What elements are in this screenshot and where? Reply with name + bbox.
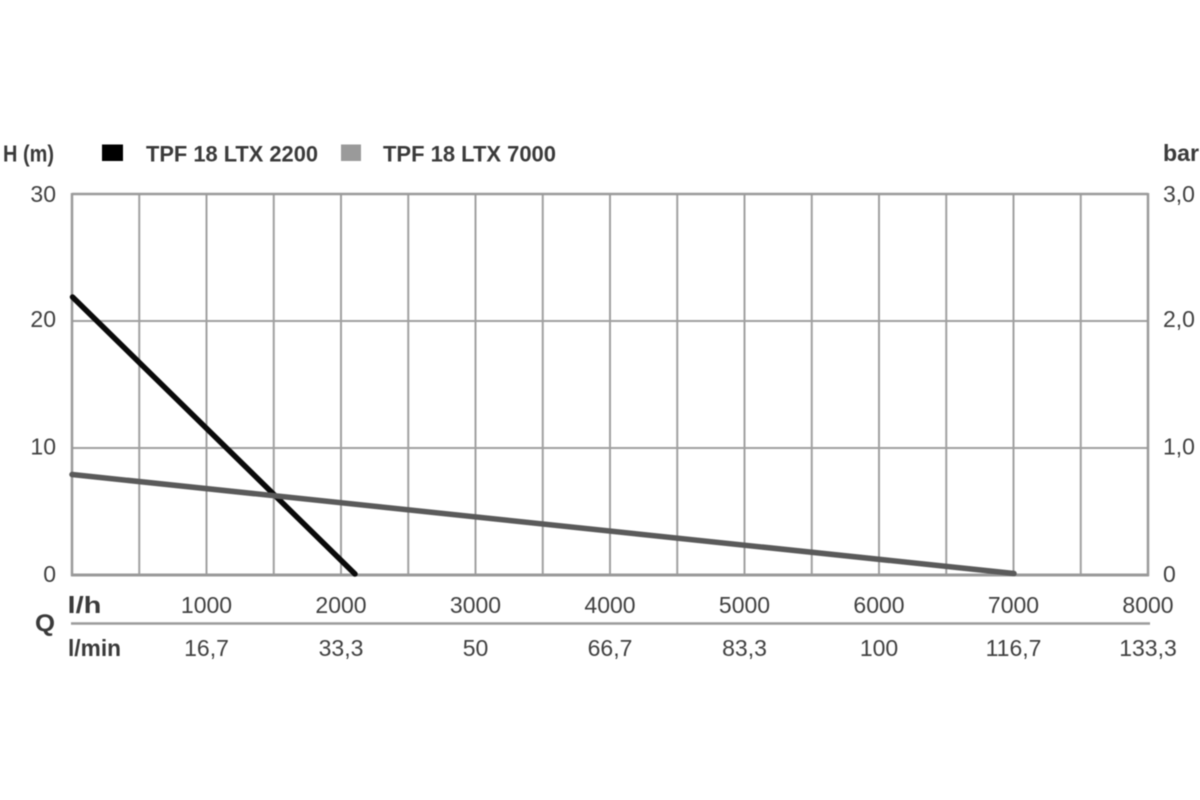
svg-text:116,7: 116,7 bbox=[986, 635, 1042, 661]
svg-text:l/h: l/h bbox=[68, 592, 102, 618]
svg-text:l/min: l/min bbox=[68, 635, 121, 661]
svg-text:30: 30 bbox=[30, 181, 56, 207]
svg-text:3,0: 3,0 bbox=[1163, 181, 1195, 207]
svg-text:83,3: 83,3 bbox=[722, 635, 767, 661]
svg-text:8000: 8000 bbox=[1122, 592, 1173, 618]
svg-text:1000: 1000 bbox=[181, 592, 232, 618]
svg-text:2000: 2000 bbox=[315, 592, 366, 618]
svg-text:3000: 3000 bbox=[450, 592, 501, 618]
svg-text:TPF 18 LTX 7000: TPF 18 LTX 7000 bbox=[383, 142, 556, 167]
svg-text:100: 100 bbox=[860, 635, 898, 661]
svg-text:1,0: 1,0 bbox=[1163, 434, 1195, 460]
svg-text:50: 50 bbox=[463, 635, 489, 661]
svg-text:133,3: 133,3 bbox=[1119, 635, 1177, 661]
svg-text:0: 0 bbox=[43, 561, 56, 587]
svg-text:66,7: 66,7 bbox=[588, 635, 633, 661]
svg-text:TPF 18 LTX 2200: TPF 18 LTX 2200 bbox=[146, 142, 318, 167]
svg-text:20: 20 bbox=[30, 306, 56, 332]
svg-text:0: 0 bbox=[1163, 561, 1176, 587]
svg-text:16,7: 16,7 bbox=[184, 635, 229, 661]
svg-text:33,3: 33,3 bbox=[319, 635, 364, 661]
svg-text:Q: Q bbox=[35, 610, 55, 637]
svg-text:6000: 6000 bbox=[853, 592, 904, 618]
svg-text:bar: bar bbox=[1163, 140, 1199, 166]
svg-text:7000: 7000 bbox=[988, 592, 1039, 618]
svg-text:H (m): H (m) bbox=[3, 141, 54, 167]
svg-text:2,0: 2,0 bbox=[1163, 306, 1195, 332]
svg-text:5000: 5000 bbox=[719, 592, 770, 618]
svg-text:4000: 4000 bbox=[584, 592, 635, 618]
svg-text:10: 10 bbox=[30, 434, 56, 460]
